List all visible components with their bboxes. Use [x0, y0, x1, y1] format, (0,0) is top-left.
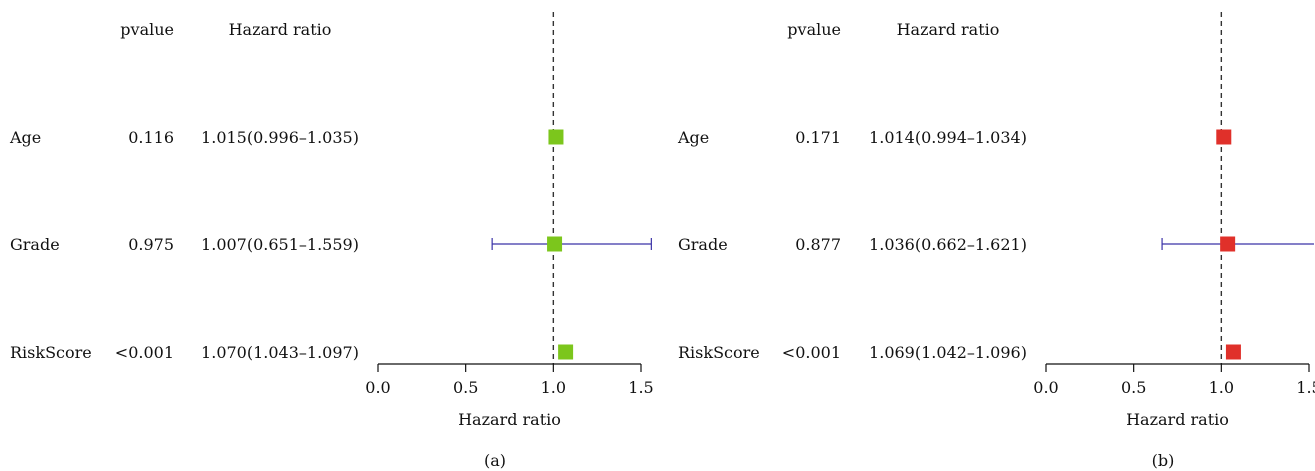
pvalue-cell: 0.171 — [795, 128, 841, 147]
x-axis-label: Hazard ratio — [1126, 410, 1229, 429]
hr-marker — [548, 129, 564, 145]
row-label: RiskScore — [10, 343, 92, 362]
row-label: Grade — [10, 235, 60, 254]
hazard-ratio-column-header: Hazard ratio — [897, 20, 1000, 39]
row-label: Age — [677, 128, 709, 147]
panel-label: (b) — [1152, 451, 1175, 470]
x-tick-label: 1.5 — [1296, 378, 1315, 397]
x-tick-label: 1.0 — [1209, 378, 1234, 397]
x-axis-label: Hazard ratio — [458, 410, 561, 429]
hazard-ratio-cell: 1.007(0.651–1.559) — [201, 235, 359, 254]
panel-label: (a) — [484, 451, 506, 470]
row-label: Grade — [678, 235, 728, 254]
x-tick-label: 1.5 — [628, 378, 653, 397]
pvalue-column-header: pvalue — [120, 20, 174, 39]
hr-marker — [1220, 236, 1236, 252]
x-tick-label: 1.0 — [541, 378, 566, 397]
hr-marker — [547, 236, 563, 252]
pvalue-cell: 0.116 — [128, 128, 174, 147]
pvalue-column-header: pvalue — [787, 20, 841, 39]
hr-marker — [1225, 344, 1241, 360]
pvalue-cell: <0.001 — [115, 343, 174, 362]
pvalue-cell: 0.877 — [795, 235, 841, 254]
hazard-ratio-cell: 1.070(1.043–1.097) — [201, 343, 359, 362]
hazard-ratio-column-header: Hazard ratio — [229, 20, 332, 39]
pvalue-cell: <0.001 — [782, 343, 841, 362]
x-tick-label: 0.0 — [365, 378, 390, 397]
row-label: RiskScore — [678, 343, 760, 362]
x-tick-label: 0.0 — [1033, 378, 1058, 397]
hazard-ratio-cell: 1.015(0.996–1.035) — [201, 128, 359, 147]
forest-panel-b: pvalue Hazard ratio Age 0.171 1.014(0.994–1.… — [677, 12, 1315, 470]
hazard-ratio-cell: 1.069(1.042–1.096) — [869, 343, 1027, 362]
hazard-ratio-cell: 1.036(0.662–1.621) — [869, 235, 1027, 254]
row-label: Age — [9, 128, 41, 147]
forest-panel-a: pvalue Hazard ratio Age 0.116 1.015(0.996–1.… — [9, 12, 654, 470]
x-tick-label: 0.5 — [453, 378, 478, 397]
hr-marker — [1216, 129, 1232, 145]
hazard-ratio-cell: 1.014(0.994–1.034) — [869, 128, 1027, 147]
x-tick-label: 0.5 — [1121, 378, 1146, 397]
hr-marker — [558, 344, 574, 360]
pvalue-cell: 0.975 — [128, 235, 174, 254]
